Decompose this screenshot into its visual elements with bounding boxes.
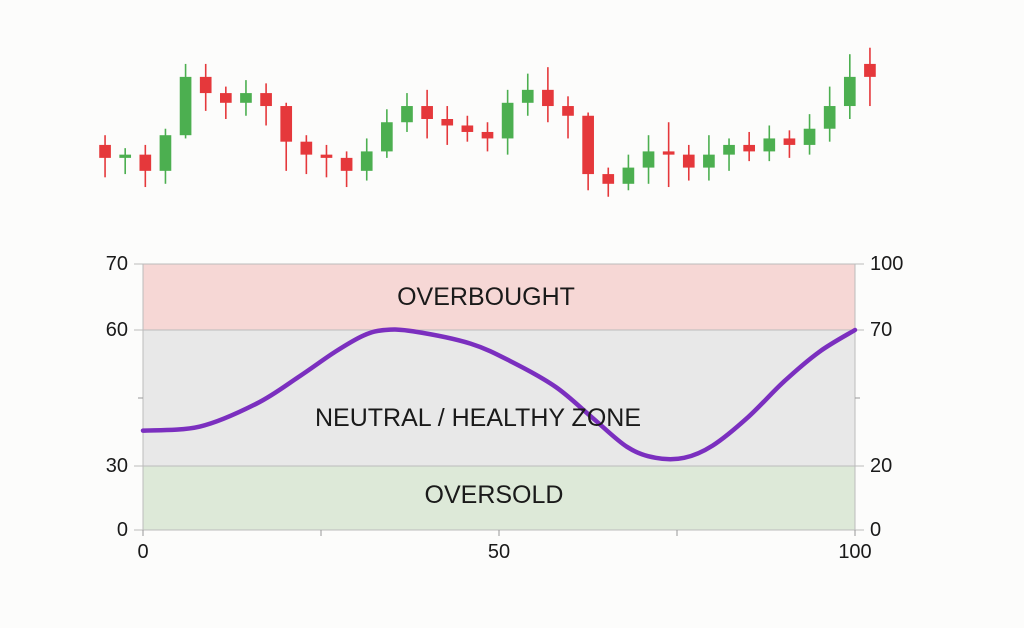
svg-text:30: 30 xyxy=(106,455,128,477)
svg-text:0: 0 xyxy=(137,541,148,563)
svg-text:100: 100 xyxy=(838,541,871,563)
svg-text:100: 100 xyxy=(870,253,903,275)
svg-text:70: 70 xyxy=(870,319,892,341)
svg-text:OVERBOUGHT: OVERBOUGHT xyxy=(397,283,575,311)
svg-text:60: 60 xyxy=(106,319,128,341)
svg-text:20: 20 xyxy=(870,455,892,477)
svg-text:0: 0 xyxy=(870,519,881,541)
svg-text:50: 50 xyxy=(488,541,510,563)
svg-text:0: 0 xyxy=(117,519,128,541)
svg-text:NEUTRAL / HEALTHY ZONE: NEUTRAL / HEALTHY ZONE xyxy=(315,404,641,432)
svg-text:OVERSOLD: OVERSOLD xyxy=(425,481,564,509)
svg-text:70: 70 xyxy=(106,253,128,275)
